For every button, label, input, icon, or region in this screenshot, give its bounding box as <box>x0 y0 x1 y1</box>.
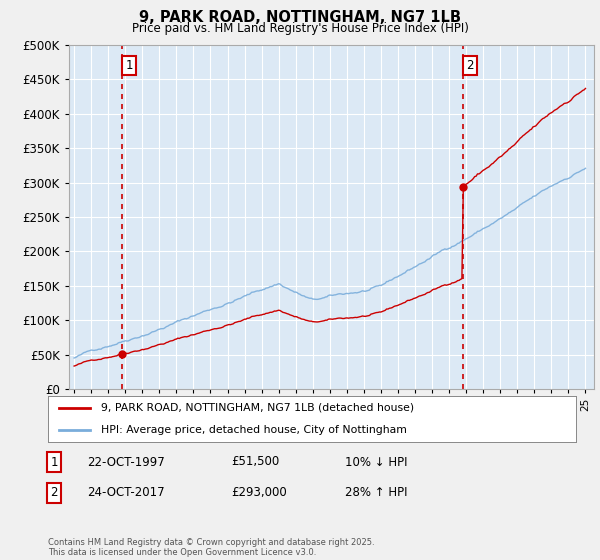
Text: 2: 2 <box>466 59 473 72</box>
Text: 24-OCT-2017: 24-OCT-2017 <box>87 486 164 500</box>
Text: 9, PARK ROAD, NOTTINGHAM, NG7 1LB: 9, PARK ROAD, NOTTINGHAM, NG7 1LB <box>139 10 461 25</box>
Text: 1: 1 <box>125 59 133 72</box>
Text: £293,000: £293,000 <box>231 486 287 500</box>
Text: Contains HM Land Registry data © Crown copyright and database right 2025.
This d: Contains HM Land Registry data © Crown c… <box>48 538 374 557</box>
Text: 2: 2 <box>50 486 58 500</box>
Text: 9, PARK ROAD, NOTTINGHAM, NG7 1LB (detached house): 9, PARK ROAD, NOTTINGHAM, NG7 1LB (detac… <box>101 403 414 413</box>
Text: 10% ↓ HPI: 10% ↓ HPI <box>345 455 407 469</box>
Text: Price paid vs. HM Land Registry's House Price Index (HPI): Price paid vs. HM Land Registry's House … <box>131 22 469 35</box>
Text: 28% ↑ HPI: 28% ↑ HPI <box>345 486 407 500</box>
Text: 22-OCT-1997: 22-OCT-1997 <box>87 455 165 469</box>
Text: 1: 1 <box>50 455 58 469</box>
Text: £51,500: £51,500 <box>231 455 279 469</box>
Text: HPI: Average price, detached house, City of Nottingham: HPI: Average price, detached house, City… <box>101 424 407 435</box>
